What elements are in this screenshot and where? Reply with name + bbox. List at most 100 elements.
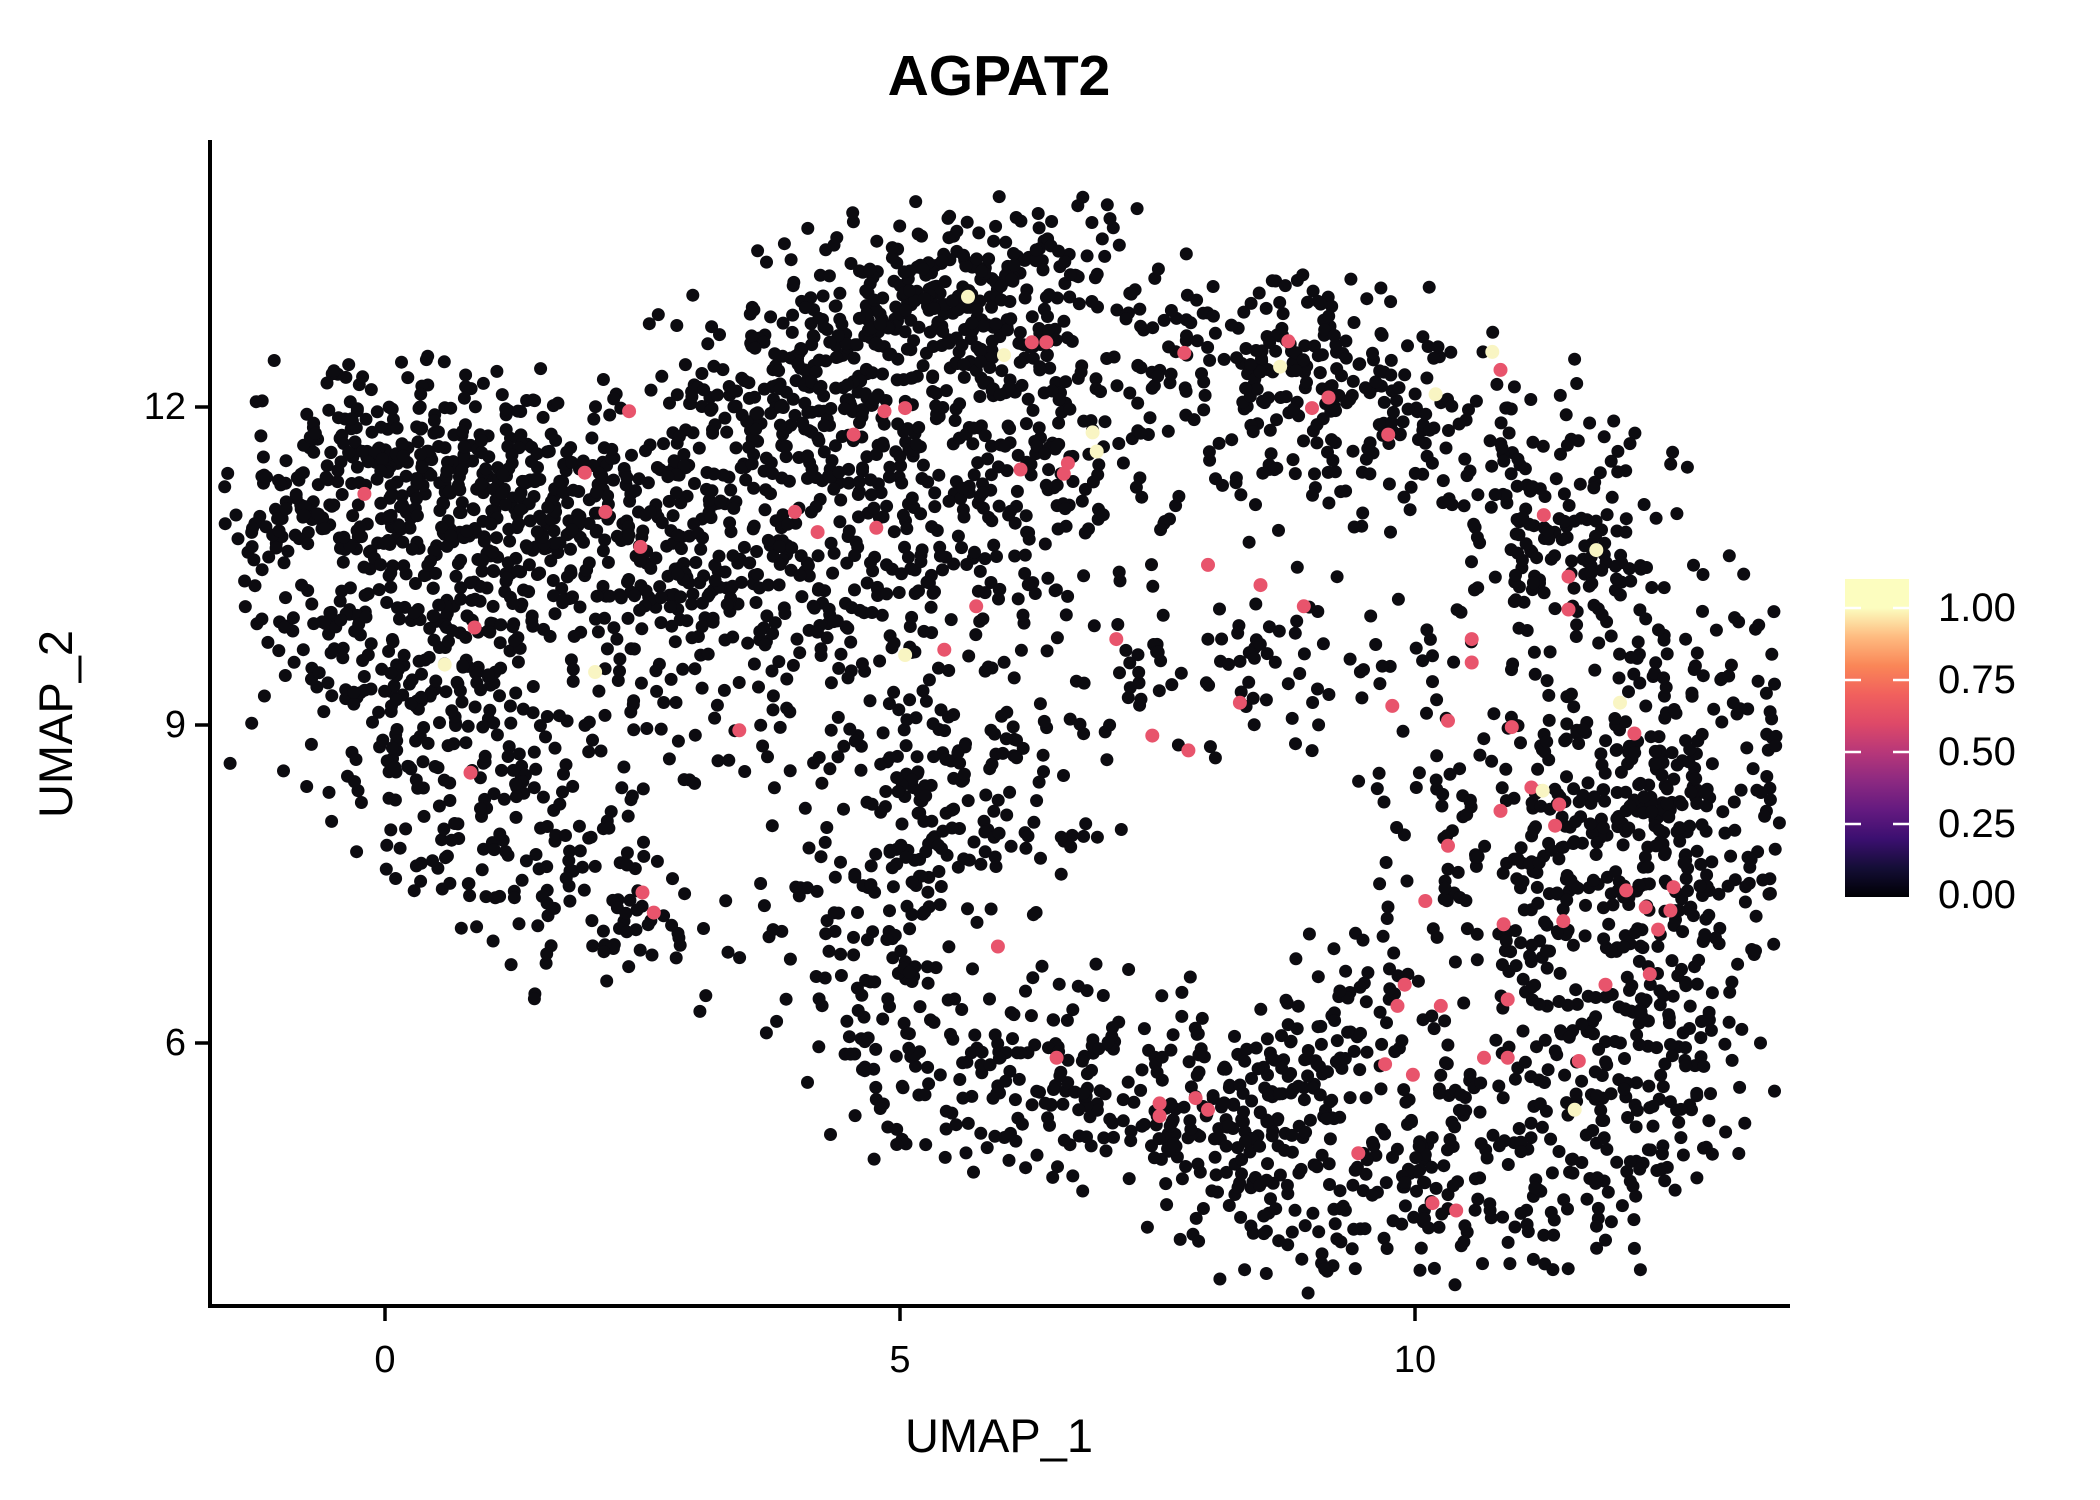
umap-point (432, 440, 446, 453)
umap-point (1575, 1017, 1589, 1031)
umap-point (1360, 292, 1374, 306)
umap-point (564, 542, 577, 556)
umap-point (1297, 434, 1310, 448)
umap-point (1607, 414, 1621, 428)
umap-point (1768, 842, 1782, 856)
umap-point (1763, 793, 1777, 807)
umap-point (848, 583, 861, 597)
umap-point (397, 648, 411, 662)
umap-point (811, 583, 825, 597)
umap-point (773, 557, 787, 571)
umap-point (1242, 535, 1256, 549)
umap-point (475, 863, 489, 877)
umap-point-mid-expression (1385, 698, 1400, 713)
umap-point (1492, 1079, 1506, 1093)
umap-point (1668, 1183, 1682, 1197)
umap-point (1036, 748, 1050, 762)
umap-point (864, 556, 877, 570)
umap-point (794, 549, 808, 563)
umap-point (386, 635, 400, 649)
umap-point (479, 890, 493, 904)
umap-point (842, 476, 856, 490)
umap-point (1557, 487, 1571, 501)
umap-point (1191, 1157, 1205, 1171)
umap-point (1751, 674, 1765, 688)
umap-point (1754, 1036, 1767, 1050)
umap-point (1722, 549, 1736, 563)
umap-point (1722, 669, 1736, 683)
umap-point (742, 376, 756, 390)
umap-point (528, 394, 542, 408)
umap-point (1299, 1125, 1313, 1139)
umap-point (352, 476, 366, 490)
umap-point (495, 763, 508, 777)
umap-point (881, 992, 895, 1006)
umap-point (779, 992, 793, 1006)
umap-point (654, 722, 668, 736)
umap-point (926, 371, 940, 384)
umap-point (1648, 757, 1662, 770)
umap-point (573, 530, 587, 544)
umap-point (1765, 647, 1779, 661)
umap-point (1021, 829, 1035, 843)
umap-point (493, 636, 507, 650)
umap-point (1010, 484, 1024, 498)
umap-point (753, 625, 767, 638)
umap-point (312, 666, 326, 680)
umap-point (846, 206, 860, 220)
umap-point (1590, 1171, 1604, 1185)
umap-point (1473, 1105, 1487, 1119)
umap-point (903, 693, 917, 707)
umap-point (995, 709, 1009, 723)
umap-point (1666, 445, 1680, 459)
umap-point (620, 471, 634, 484)
umap-point (967, 421, 981, 435)
umap-point (880, 587, 894, 601)
umap-point (1600, 1058, 1614, 1072)
umap-point (741, 636, 755, 650)
umap-point (1354, 1026, 1367, 1040)
umap-point (464, 382, 478, 396)
umap-point (1632, 878, 1646, 892)
umap-point (869, 1042, 883, 1056)
umap-point (644, 561, 658, 575)
umap-point (1628, 926, 1642, 940)
umap-point (454, 581, 468, 595)
umap-point (416, 755, 430, 769)
umap-point (1525, 938, 1539, 952)
umap-point (975, 1045, 989, 1059)
umap-point (1257, 1227, 1271, 1241)
umap-point (1281, 677, 1295, 691)
umap-point (870, 234, 884, 248)
umap-point (916, 458, 930, 472)
umap-point (831, 710, 845, 724)
umap-point (1438, 881, 1452, 895)
umap-point (809, 365, 823, 379)
umap-point (1398, 368, 1412, 382)
umap-point (584, 830, 598, 844)
umap-point (776, 316, 790, 330)
umap-point (557, 767, 570, 781)
umap-point (1392, 381, 1406, 395)
umap-point (1246, 425, 1260, 439)
umap-point (848, 549, 862, 562)
umap-point (680, 614, 694, 628)
umap-point (1116, 456, 1130, 470)
umap-point (1548, 782, 1562, 796)
umap-point (1222, 1119, 1236, 1133)
umap-point (1485, 754, 1499, 768)
umap-point (1116, 1093, 1130, 1107)
umap-point (827, 546, 841, 560)
umap-point (1439, 1056, 1452, 1070)
umap-point (832, 661, 846, 675)
umap-point (1698, 786, 1712, 800)
umap-point (467, 503, 481, 517)
umap-point (998, 439, 1012, 453)
umap-point (1519, 537, 1533, 551)
umap-point (1676, 925, 1690, 939)
umap-point (379, 862, 393, 876)
umap-point (509, 777, 523, 791)
umap-point (829, 439, 842, 453)
umap-point (1471, 488, 1485, 502)
umap-point (1032, 322, 1046, 335)
